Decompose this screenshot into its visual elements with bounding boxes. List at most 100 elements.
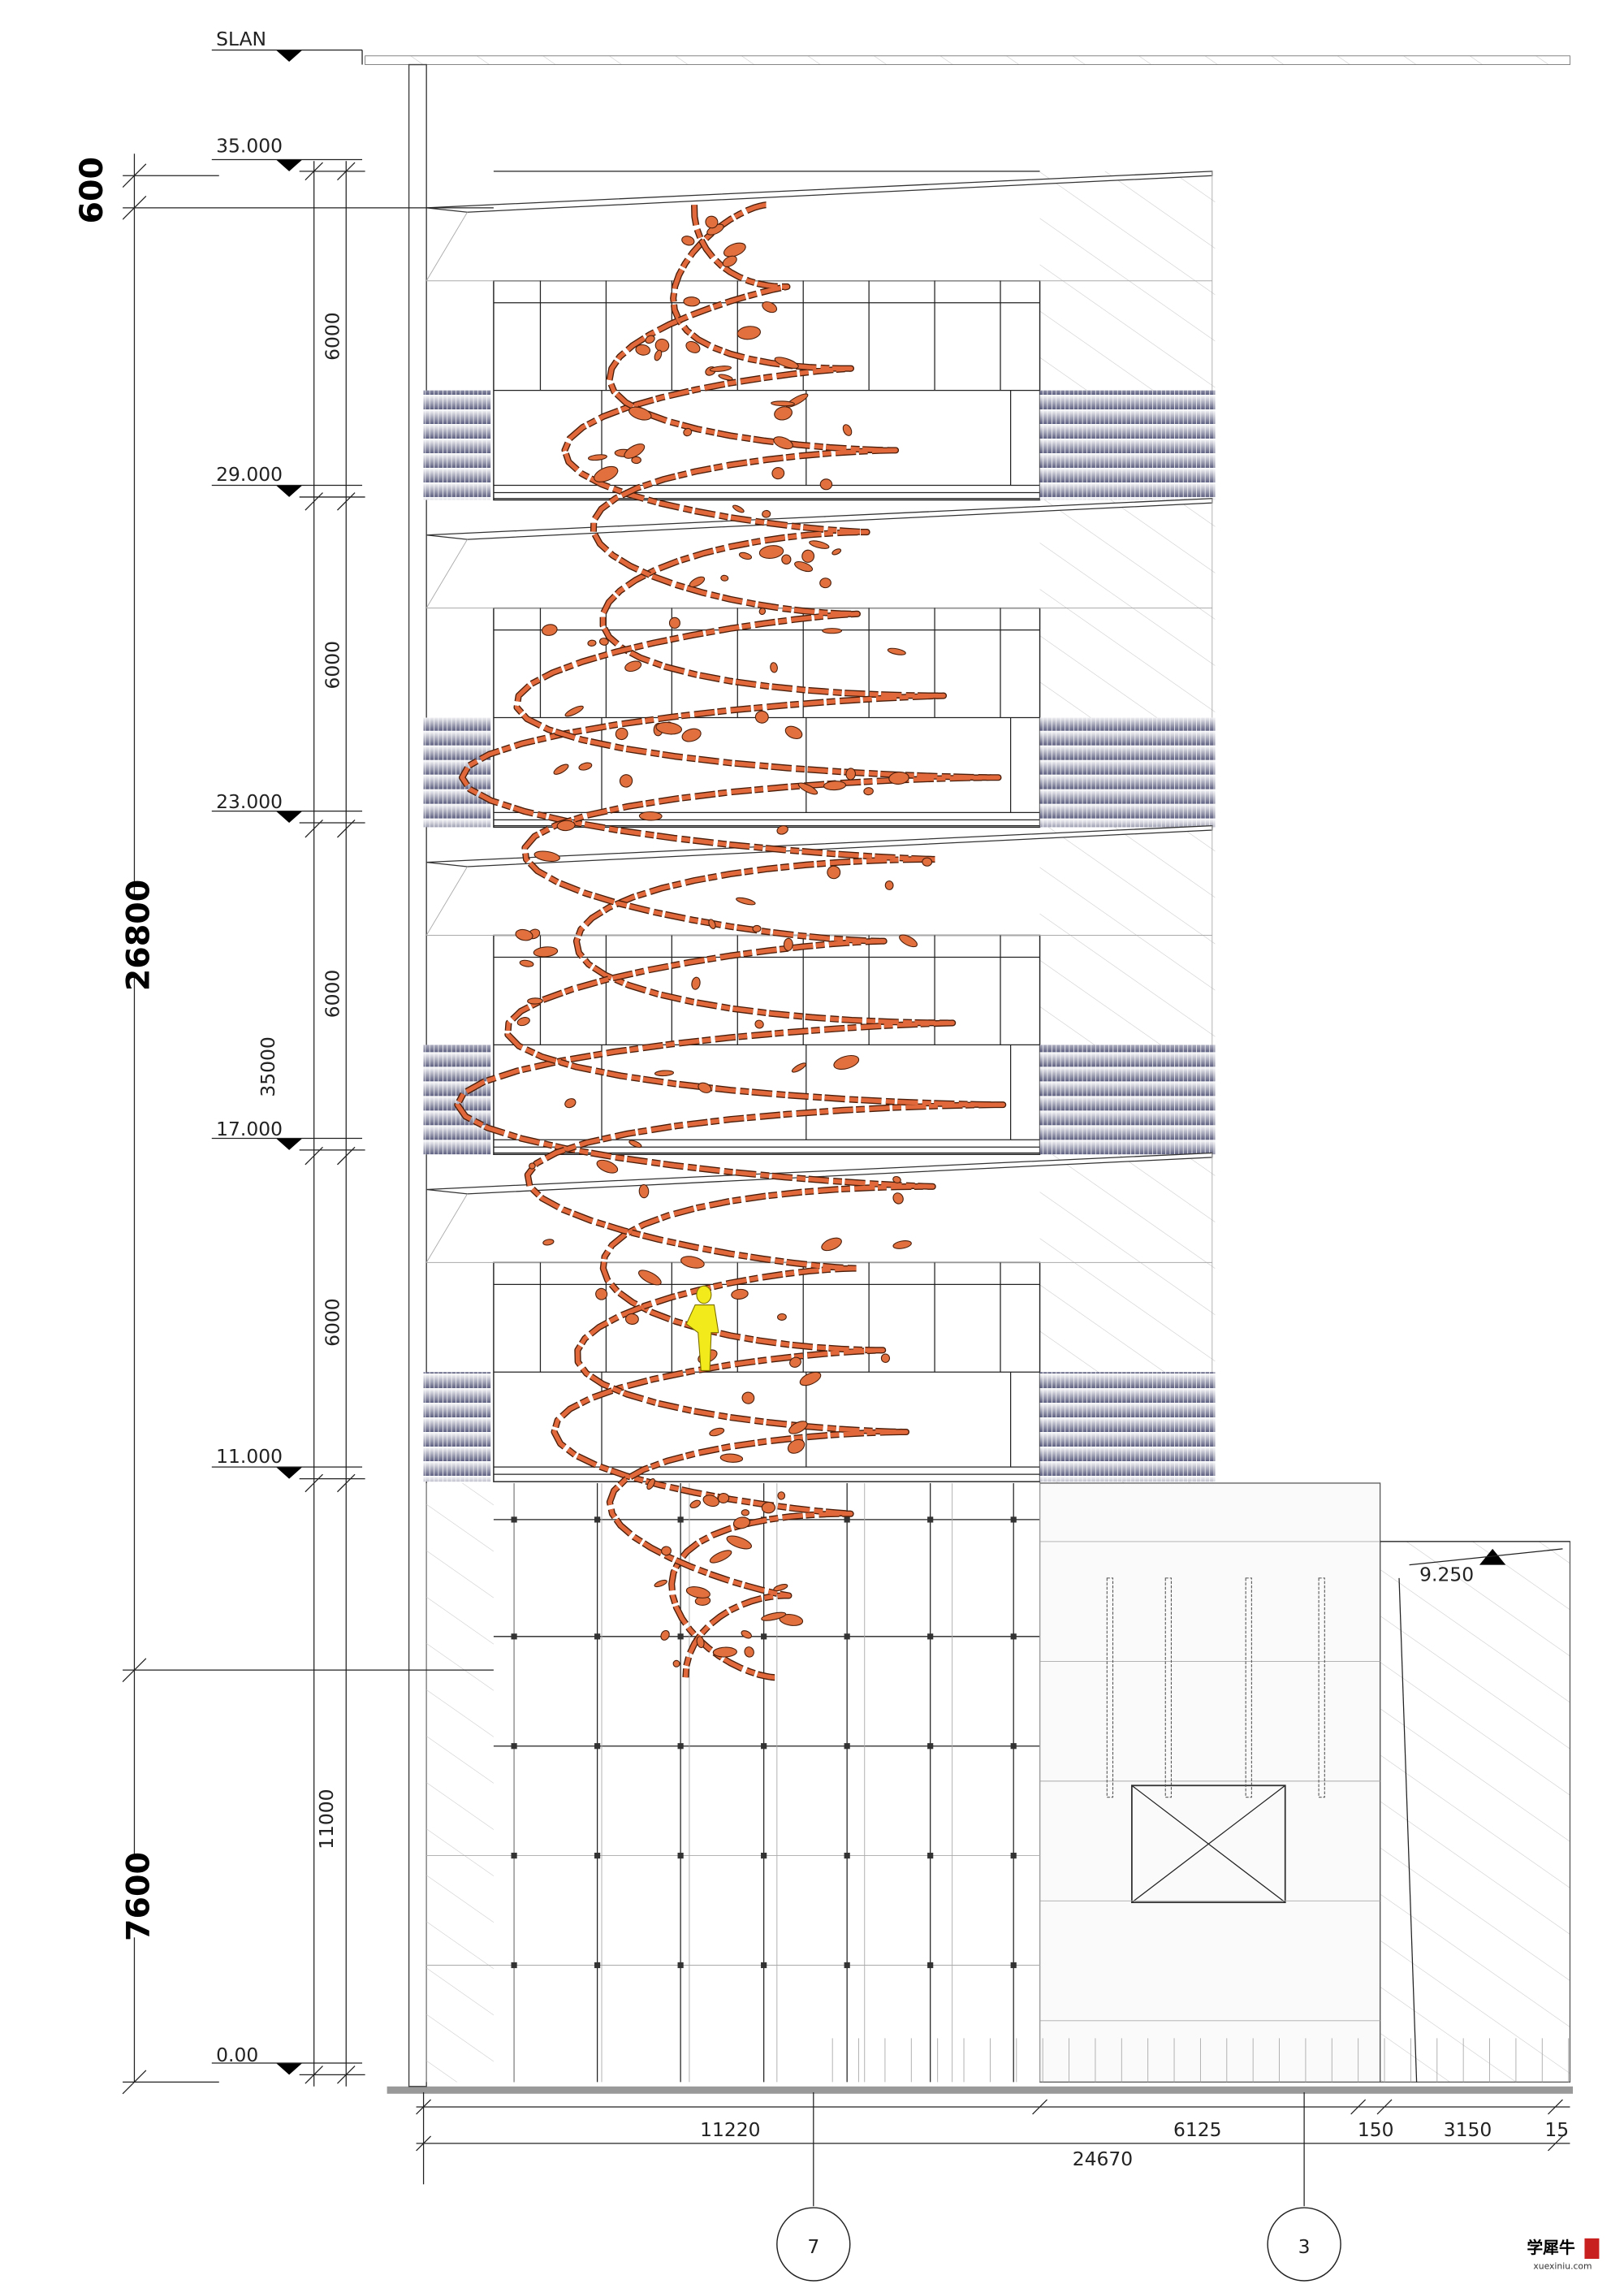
helix-flake: [635, 344, 651, 356]
fixing: [927, 1633, 934, 1640]
helix-flake: [744, 1646, 754, 1658]
fixing: [1010, 1516, 1017, 1523]
dim-tick: [304, 2066, 323, 2084]
helix-flake: [797, 782, 818, 795]
helix-flake: [541, 624, 558, 636]
dim-tick: [337, 819, 356, 838]
fixing: [844, 1516, 850, 1523]
louver: [1039, 1045, 1216, 1155]
fixing: [594, 1743, 601, 1750]
floor-dimension: 6000: [321, 312, 343, 361]
helix-flake: [596, 1159, 619, 1174]
slab-edge: [425, 539, 468, 608]
helix-flake: [783, 937, 793, 951]
helix-flake: [821, 1237, 842, 1252]
fixing: [844, 1853, 850, 1859]
helix-flake: [519, 959, 534, 967]
slab-edge: [425, 1193, 468, 1263]
bottom-dimension: 11220: [700, 2118, 760, 2141]
helix-flake: [754, 1019, 764, 1029]
dim-tick: [1548, 2135, 1563, 2152]
helix-flake: [892, 1192, 904, 1205]
bottom-dimension: 3150: [1444, 2118, 1492, 2141]
top-slab: [365, 55, 1570, 66]
helix-flake: [708, 919, 716, 929]
entrance-cross: [1131, 1784, 1286, 1903]
helix-flake: [533, 850, 560, 862]
level-marker: [275, 159, 303, 171]
helix-flake: [736, 326, 761, 340]
helix-flake: [717, 1493, 730, 1503]
entrance: [1130, 1784, 1286, 1904]
overall-dimension: 26800: [119, 880, 157, 992]
fixing: [511, 1743, 517, 1750]
bottom-dimension: 150: [1358, 2118, 1394, 2141]
helix-flake: [638, 811, 663, 821]
dim-tick: [337, 1473, 356, 1493]
louver: [1039, 717, 1216, 828]
helix-flake: [789, 1356, 801, 1368]
helix-flake: [578, 762, 593, 771]
helix-flake: [587, 639, 597, 647]
floor-dimension: 11000: [315, 1789, 338, 1849]
helix-flake: [752, 924, 762, 932]
level-marker: [275, 2062, 303, 2075]
helix-flake: [773, 436, 793, 450]
person: [685, 1285, 719, 1372]
helix-flake: [777, 1313, 787, 1321]
helix-flake: [899, 934, 918, 948]
dim-tick: [416, 2135, 432, 2152]
helix-flake: [681, 236, 695, 246]
helix-flake: [533, 946, 559, 958]
helix-flake: [668, 616, 680, 629]
helix-flake: [770, 662, 778, 673]
helix-flake: [698, 1082, 712, 1093]
fixing: [761, 1633, 767, 1640]
helix-flake: [726, 1535, 752, 1550]
helix-flake: [683, 427, 693, 437]
bottom-dimension: 15: [1544, 2118, 1569, 2141]
helix-flake: [624, 1313, 639, 1326]
helix-flake: [762, 509, 771, 518]
level-label: 11.000: [216, 1445, 283, 1468]
helix-flake: [595, 1287, 608, 1300]
dim-tick: [304, 1473, 323, 1493]
helix-flake: [741, 1509, 750, 1516]
helix-flake: [887, 647, 906, 655]
helix-flake: [628, 1140, 642, 1148]
level-label: 29.000: [216, 463, 283, 486]
watermark-url: xuexiniu.com: [1533, 2261, 1592, 2272]
helix-flake: [691, 976, 701, 990]
level-label: 17.000: [216, 1118, 283, 1140]
slab-edge: [425, 866, 468, 936]
helix-flake: [646, 1478, 655, 1490]
helix-flake: [628, 406, 652, 421]
helix-flake: [892, 1175, 901, 1183]
floor-dimension: 6000: [321, 1298, 343, 1347]
fixing: [844, 1633, 850, 1640]
level-label: 9.250: [1419, 1563, 1474, 1585]
helix-flake: [842, 424, 853, 436]
louver: [423, 1372, 491, 1482]
helix-flake: [709, 366, 732, 372]
fixing: [511, 1962, 517, 1969]
grid-label: 7: [807, 2235, 819, 2258]
helix-flake: [564, 1098, 577, 1109]
fixing: [927, 1516, 934, 1523]
helix-flake: [863, 787, 874, 796]
louver: [1039, 390, 1216, 500]
helix-flake: [615, 727, 628, 741]
dim-tick: [304, 1146, 323, 1166]
low-block: [1380, 1541, 1571, 2083]
helix-flake: [624, 443, 646, 459]
helix-flake: [587, 454, 607, 461]
bottom-dimension: 6125: [1173, 2118, 1222, 2141]
helix-flake: [696, 1636, 705, 1649]
helix-flake: [833, 1054, 860, 1070]
helix-flake: [661, 1546, 672, 1556]
ground-line: [387, 2086, 1574, 2094]
fixing: [927, 1962, 934, 1969]
helix-flake: [654, 1070, 675, 1077]
helix-flake: [542, 1239, 555, 1246]
